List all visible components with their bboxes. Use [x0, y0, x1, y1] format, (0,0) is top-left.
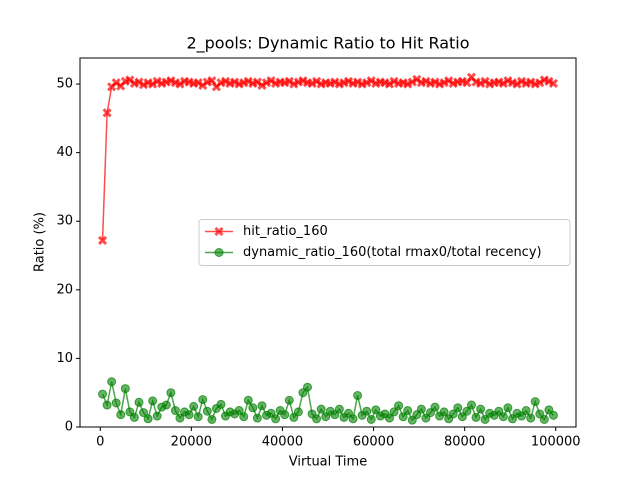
marker-dot	[530, 397, 540, 407]
y-axis-label: Ratio (%)	[33, 212, 48, 272]
marker-dot	[184, 410, 194, 420]
marker-dot	[243, 395, 253, 405]
marker-dot	[257, 401, 267, 411]
marker-dot	[462, 406, 472, 416]
marker-dot	[480, 414, 490, 424]
marker-dot	[216, 399, 226, 409]
legend: hit_ratio_160 dynamic_ratio_160(total rma…	[198, 219, 571, 266]
marker-dot	[166, 388, 176, 398]
x-tick-label: 20000	[171, 435, 212, 450]
marker-dot	[98, 389, 108, 399]
marker-dot	[198, 395, 208, 405]
marker-dot	[466, 400, 476, 410]
marker-dot	[439, 407, 449, 417]
marker-dot	[214, 248, 224, 257]
x-tick-label: 40000	[262, 435, 303, 450]
x-axis-label: Virtual Time	[289, 455, 367, 470]
marker-dot	[189, 401, 199, 411]
marker-dot	[134, 397, 144, 407]
legend-box	[198, 219, 571, 266]
marker-dot	[353, 390, 363, 400]
marker-dot	[366, 414, 376, 424]
chart-title: 2_pools: Dynamic Ratio to Hit Ratio	[186, 34, 469, 54]
marker-dot	[362, 406, 372, 416]
marker-dot	[148, 396, 158, 406]
marker-dot	[398, 412, 408, 422]
x-tick-label: 60000	[353, 435, 394, 450]
marker-dot	[384, 413, 394, 423]
x-tick-label: 100000	[531, 435, 581, 450]
marker-x	[214, 226, 224, 237]
marker-dot	[111, 398, 121, 408]
marker-dot	[498, 412, 508, 422]
marker-x	[548, 78, 559, 88]
marker-dot	[476, 404, 486, 414]
plot-frame	[79, 57, 577, 428]
marker-dot	[312, 414, 322, 424]
marker-dot	[129, 412, 139, 422]
y-tick-label: 50	[56, 77, 73, 92]
marker-dot	[202, 406, 212, 416]
marker-dot	[193, 412, 203, 422]
y-tick-label: 40	[56, 145, 73, 160]
y-tick-label: 20	[56, 282, 73, 297]
marker-dot	[334, 404, 344, 414]
marker-dot	[252, 413, 262, 423]
marker-dot	[539, 414, 549, 424]
marker-dot	[152, 411, 162, 421]
y-tick-label: 0	[65, 420, 73, 435]
legend-label: dynamic_ratio_160(total rmax0/total rece…	[243, 245, 542, 260]
marker-x	[97, 235, 108, 246]
marker-dot	[293, 407, 303, 417]
legend-label: hit_ratio_160	[243, 224, 328, 239]
marker-dot	[371, 405, 381, 415]
marker-dot	[271, 414, 281, 424]
marker-dot	[120, 384, 130, 394]
marker-dot	[303, 382, 313, 392]
marker-dot	[521, 406, 531, 416]
marker-dot	[139, 408, 149, 418]
marker-dot	[107, 377, 117, 387]
marker-dot	[526, 413, 536, 423]
marker-dot	[102, 400, 112, 410]
marker-dot	[170, 406, 180, 416]
marker-dot	[416, 404, 426, 414]
marker-dot	[348, 414, 358, 424]
marker-dot	[207, 414, 217, 424]
x-tick-label: 0	[96, 435, 104, 450]
marker-dot	[389, 407, 399, 417]
marker-dot	[430, 402, 440, 412]
marker-dot	[234, 406, 244, 416]
marker-dot	[248, 403, 258, 413]
marker-dot	[116, 410, 126, 420]
marker-dot	[175, 413, 185, 423]
marker-dot	[471, 412, 481, 422]
marker-dot	[503, 403, 513, 413]
y-tick-label: 10	[56, 351, 73, 366]
marker-x	[102, 108, 112, 118]
y-tick-label: 30	[56, 214, 73, 229]
marker-dot	[284, 395, 294, 405]
marker-dot	[453, 403, 463, 413]
marker-dot	[143, 414, 153, 424]
x-tick-label: 80000	[444, 435, 485, 450]
marker-dot	[316, 404, 326, 414]
marker-dot	[548, 410, 558, 420]
marker-dot	[161, 400, 171, 410]
marker-dot	[394, 401, 404, 411]
marker-dot	[239, 412, 249, 422]
marker-dot	[403, 406, 413, 416]
marker-dot	[448, 409, 458, 419]
marker-dot	[280, 410, 290, 420]
